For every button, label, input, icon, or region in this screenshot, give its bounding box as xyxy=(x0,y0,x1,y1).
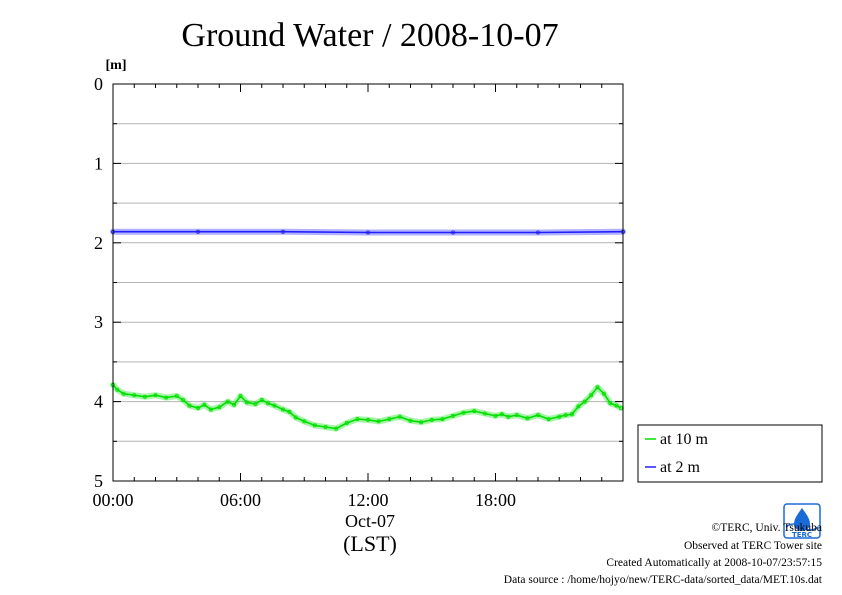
x-tick-label: 00:00 xyxy=(92,490,133,510)
legend-box xyxy=(637,424,823,483)
data-point-at-10-m xyxy=(614,403,619,408)
data-point-at-10-m xyxy=(546,417,551,422)
data-point-at-10-m xyxy=(253,401,258,406)
data-point-at-10-m xyxy=(232,402,237,407)
y-tick-label: 1 xyxy=(94,153,103,173)
data-point-at-10-m xyxy=(272,403,277,408)
series-line-at-10-m xyxy=(112,384,622,430)
data-point-at-10-m xyxy=(376,419,381,424)
data-point-at-10-m xyxy=(153,393,158,398)
data-point-at-10-m xyxy=(164,395,169,400)
data-point-at-10-m xyxy=(570,412,575,417)
data-point-at-2-m xyxy=(280,229,285,234)
footer-source: Data source : /home/hojyo/new/TERC-data/… xyxy=(504,574,823,586)
data-point-at-10-m xyxy=(334,426,339,431)
terc-logo: TERC xyxy=(783,503,821,539)
y-axis-unit-label: [m] xyxy=(106,58,127,73)
data-point-at-10-m xyxy=(132,393,137,398)
data-point-at-2-m xyxy=(450,230,455,235)
data-point-at-10-m xyxy=(482,411,487,416)
data-point-at-2-m xyxy=(195,229,200,234)
y-tick-label: 4 xyxy=(94,392,103,412)
data-point-at-10-m xyxy=(595,385,600,390)
data-point-at-10-m xyxy=(461,410,466,415)
data-point-at-10-m xyxy=(174,393,179,398)
data-point-at-10-m xyxy=(499,412,504,417)
data-point-at-10-m xyxy=(440,417,445,422)
data-point-at-10-m xyxy=(344,420,349,425)
data-point-at-2-m xyxy=(365,230,370,235)
data-point-at-10-m xyxy=(202,402,207,407)
data-point-at-10-m xyxy=(225,399,230,404)
plot-frame xyxy=(112,83,624,482)
data-point-at-10-m xyxy=(121,391,126,396)
data-point-at-10-m xyxy=(312,423,317,428)
data-point-at-10-m xyxy=(259,397,264,402)
x-axis-date-label: Oct-07 xyxy=(345,511,395,531)
data-point-at-10-m xyxy=(450,413,455,418)
y-axis-ticks: 0 1 2 3 4 5 xyxy=(94,74,623,491)
data-point-at-10-m xyxy=(589,393,594,398)
data-point-at-10-m xyxy=(266,401,271,406)
data-point-at-2-m xyxy=(536,230,541,235)
data-point-at-10-m xyxy=(514,413,519,418)
legend: at 10 m at 2 m xyxy=(637,424,823,483)
data-point-at-10-m xyxy=(238,393,243,398)
data-point-at-10-m xyxy=(472,409,477,414)
footer-observed: Observed at TERC Tower site xyxy=(684,540,822,552)
x-tick-label: 12:00 xyxy=(347,490,388,510)
x-axis-ticks: 00:00 06:00 12:00 18:00 xyxy=(92,84,624,510)
footer-created: Created Automatically at 2008-10-07/23:5… xyxy=(606,557,822,569)
data-point-at-10-m xyxy=(365,417,370,422)
series-line-at-2-m xyxy=(113,230,624,234)
x-tick-label: 06:00 xyxy=(220,490,261,510)
data-point-at-10-m xyxy=(142,394,147,399)
data-point-at-10-m xyxy=(563,413,568,418)
data-point-at-10-m xyxy=(536,413,541,418)
data-point-at-10-m xyxy=(208,407,213,412)
data-point-at-10-m xyxy=(115,387,120,392)
data-point-at-10-m xyxy=(557,414,562,419)
y-tick-label: 0 xyxy=(94,74,103,94)
legend-label-at-10m: at 10 m xyxy=(660,431,709,448)
x-axis-title: (LST) xyxy=(343,531,397,556)
data-point-at-10-m xyxy=(397,414,402,419)
x-tick-label: 18:00 xyxy=(475,490,516,510)
data-point-at-10-m xyxy=(302,419,307,424)
data-point-at-10-m xyxy=(429,417,434,422)
data-point-at-10-m xyxy=(419,420,424,425)
data-point-at-10-m xyxy=(525,416,530,421)
data-point-at-10-m xyxy=(493,413,498,418)
data-point-at-10-m xyxy=(187,403,192,408)
data-point-at-10-m xyxy=(355,417,360,422)
data-point-at-10-m xyxy=(408,418,413,423)
footer-copyright: ©TERC, Univ. Tsukuba xyxy=(712,522,822,534)
data-point-at-10-m xyxy=(576,404,581,409)
data-point-at-10-m xyxy=(181,397,186,402)
y-tick-label: 2 xyxy=(94,233,103,253)
data-point-at-10-m xyxy=(387,417,392,422)
data-point-at-10-m xyxy=(323,424,328,429)
wave-icon xyxy=(785,523,819,531)
data-point-at-10-m xyxy=(582,399,587,404)
logo-text: TERC xyxy=(792,531,812,539)
series-band-at-10-m xyxy=(110,381,624,432)
chart-title: Ground Water / 2008-10-07 xyxy=(181,17,558,54)
data-point-at-10-m xyxy=(280,407,285,412)
data-point-at-10-m xyxy=(506,414,511,419)
data-point-at-10-m xyxy=(244,400,249,405)
data-point-at-10-m xyxy=(608,401,613,406)
data-point-at-10-m xyxy=(293,415,298,420)
series-layer xyxy=(110,228,626,432)
data-point-at-10-m xyxy=(195,405,200,410)
data-point-at-10-m xyxy=(601,391,606,396)
data-point-at-10-m xyxy=(287,409,292,414)
y-tick-label: 5 xyxy=(94,471,103,491)
y-tick-label: 3 xyxy=(94,312,103,332)
data-point-at-10-m xyxy=(217,405,222,410)
horizontal-gridlines xyxy=(113,123,623,442)
legend-label-at-2m: at 2 m xyxy=(660,459,701,476)
